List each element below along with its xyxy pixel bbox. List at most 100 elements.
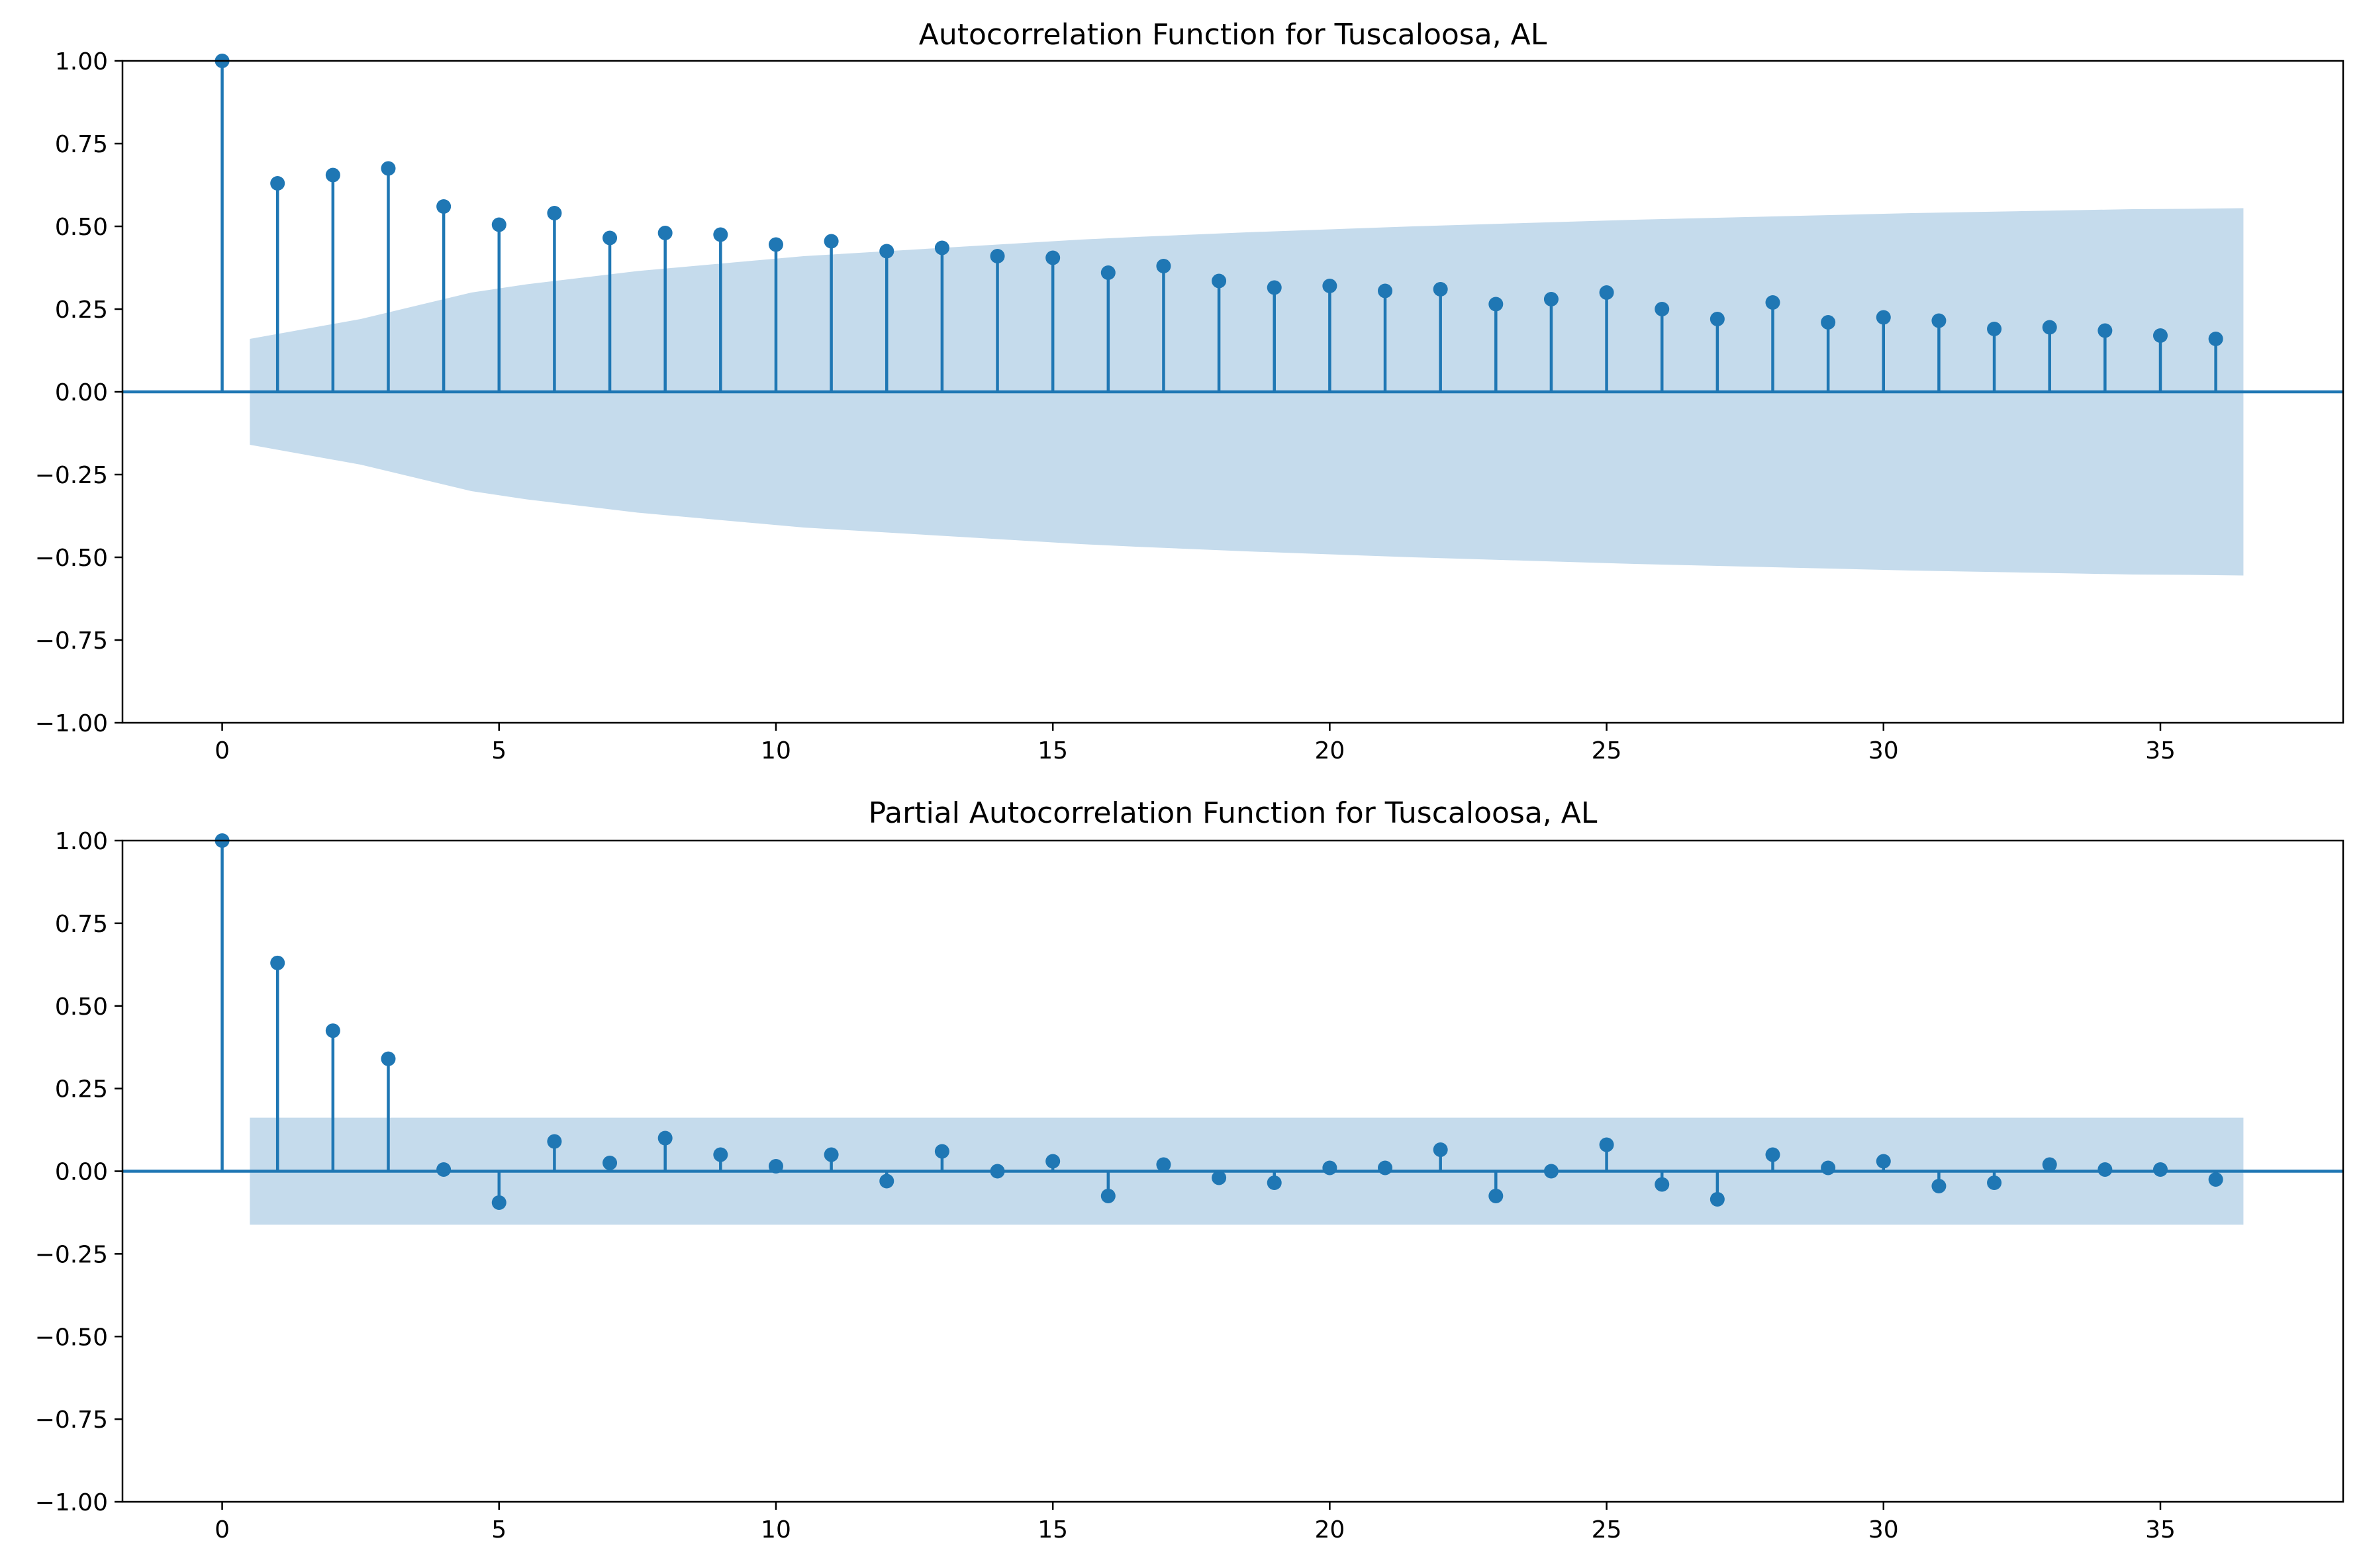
acf-point-lag-10	[768, 237, 783, 252]
acf-point-lag-26	[1655, 302, 1670, 316]
acf-ytick-label: −0.75	[35, 627, 108, 655]
acf-point-lag-17	[1156, 259, 1171, 273]
pacf-ytick-label: −0.75	[35, 1407, 108, 1434]
pacf-xtick-label: 5	[491, 1516, 506, 1544]
pacf-point-lag-34	[2098, 1162, 2113, 1177]
acf-xtick-label: 15	[1037, 737, 1068, 764]
acf-point-lag-25	[1599, 285, 1614, 300]
acf-point-lag-13	[934, 240, 949, 255]
pacf-point-lag-18	[1212, 1170, 1227, 1185]
pacf-point-lag-11	[824, 1147, 839, 1162]
pacf-xtick-label: 10	[761, 1516, 791, 1544]
acf-point-lag-30	[1876, 310, 1891, 325]
pacf-point-lag-19	[1267, 1175, 1282, 1190]
acf-point-lag-9	[713, 227, 728, 242]
pacf-point-lag-4	[436, 1162, 452, 1177]
pacf-ytick-label: 1.00	[55, 828, 108, 855]
pacf-point-lag-27	[1710, 1191, 1725, 1207]
pacf-ytick-label: −0.50	[35, 1324, 108, 1351]
pacf-ytick-label: 0.50	[55, 993, 108, 1021]
pacf-xtick-label: 30	[1868, 1516, 1899, 1544]
pacf-point-lag-15	[1045, 1154, 1061, 1169]
pacf-point-lag-7	[603, 1156, 618, 1171]
acf-xtick-label: 25	[1592, 737, 1622, 764]
pacf-ytick-label: 0.25	[55, 1076, 108, 1103]
acf-point-lag-18	[1212, 273, 1227, 289]
pacf-xtick-label: 0	[215, 1516, 230, 1544]
acf-point-lag-33	[2042, 320, 2057, 335]
acf-point-lag-32	[1987, 322, 2002, 336]
acf-point-lag-8	[657, 226, 673, 240]
acf-point-lag-22	[1433, 282, 1448, 297]
pacf-point-lag-2	[325, 1023, 340, 1038]
acf-point-lag-6	[547, 206, 562, 220]
acf-ytick-label: −0.25	[35, 462, 108, 489]
acf-point-lag-14	[990, 249, 1005, 263]
acf-ytick-label: 1.00	[55, 48, 108, 75]
pacf-xtick-label: 20	[1314, 1516, 1345, 1544]
pacf-xtick-label: 25	[1592, 1516, 1622, 1544]
pacf-point-lag-32	[1987, 1175, 2002, 1190]
pacf-point-lag-16	[1100, 1188, 1116, 1203]
acf-point-lag-12	[879, 244, 894, 259]
pacf-point-lag-23	[1488, 1188, 1504, 1203]
pacf-point-lag-6	[547, 1134, 562, 1149]
acf-ytick-label: 0.25	[55, 297, 108, 324]
pacf-point-lag-5	[491, 1195, 506, 1210]
pacf-point-lag-29	[1821, 1160, 1836, 1176]
pacf-point-lag-28	[1765, 1147, 1780, 1162]
pacf-point-lag-21	[1378, 1160, 1393, 1176]
pacf-point-lag-35	[2152, 1162, 2168, 1177]
acf-point-lag-1	[270, 176, 285, 191]
pacf-point-lag-17	[1156, 1157, 1171, 1172]
pacf-point-lag-33	[2042, 1157, 2057, 1172]
acf-xtick-label: 30	[1868, 737, 1899, 764]
pacf-panel: Partial Autocorrelation Function for Tus…	[35, 796, 2344, 1544]
pacf-point-lag-3	[381, 1051, 396, 1066]
acf-point-lag-27	[1710, 312, 1725, 326]
pacf-point-lag-20	[1322, 1160, 1337, 1176]
pacf-point-lag-1	[270, 955, 285, 970]
pacf-point-lag-25	[1599, 1137, 1614, 1152]
pacf-point-lag-36	[2208, 1172, 2223, 1187]
acf-title: Autocorrelation Function for Tuscaloosa,…	[919, 18, 1547, 52]
acf-point-lag-29	[1821, 315, 1836, 330]
pacf-point-lag-8	[657, 1130, 673, 1146]
acf-point-lag-11	[824, 234, 839, 249]
acf-point-lag-24	[1543, 292, 1559, 306]
pacf-title: Partial Autocorrelation Function for Tus…	[869, 796, 1598, 830]
pacf-ytick-label: −0.25	[35, 1241, 108, 1268]
acf-point-lag-4	[436, 199, 452, 214]
pacf-point-lag-13	[934, 1144, 949, 1159]
pacf-ytick-label: −1.00	[35, 1489, 108, 1516]
acf-point-lag-21	[1378, 283, 1393, 299]
pacf-point-lag-30	[1876, 1154, 1891, 1169]
pacf-point-lag-26	[1655, 1177, 1670, 1192]
acf-point-lag-36	[2208, 332, 2223, 346]
acf-point-lag-20	[1322, 279, 1337, 293]
acf-point-lag-28	[1765, 295, 1780, 310]
acf-point-lag-7	[603, 230, 618, 246]
pacf-xtick-label: 15	[1037, 1516, 1068, 1544]
acf-point-lag-35	[2152, 328, 2168, 343]
acf-point-lag-5	[491, 217, 506, 232]
acf-ytick-label: −1.00	[35, 710, 108, 737]
pacf-ytick-label: 0.00	[55, 1159, 108, 1186]
acf-xtick-label: 20	[1314, 737, 1345, 764]
acf-point-lag-16	[1100, 265, 1116, 280]
pacf-point-lag-12	[879, 1174, 894, 1189]
acf-point-lag-19	[1267, 280, 1282, 295]
acf-point-lag-34	[2098, 323, 2113, 338]
acf-point-lag-23	[1488, 297, 1504, 312]
acf-xtick-label: 35	[2145, 737, 2176, 764]
acf-xtick-label: 0	[215, 737, 230, 764]
acf-ytick-label: 0.75	[55, 131, 108, 158]
acf-ytick-label: 0.50	[55, 214, 108, 241]
acf-point-lag-2	[325, 167, 340, 183]
pacf-point-lag-31	[1931, 1178, 1947, 1193]
acf-panel: Autocorrelation Function for Tuscaloosa,…	[35, 18, 2344, 764]
pacf-ytick-label: 0.75	[55, 911, 108, 938]
acf-ytick-label: 0.00	[55, 379, 108, 406]
pacf-point-lag-22	[1433, 1142, 1448, 1158]
